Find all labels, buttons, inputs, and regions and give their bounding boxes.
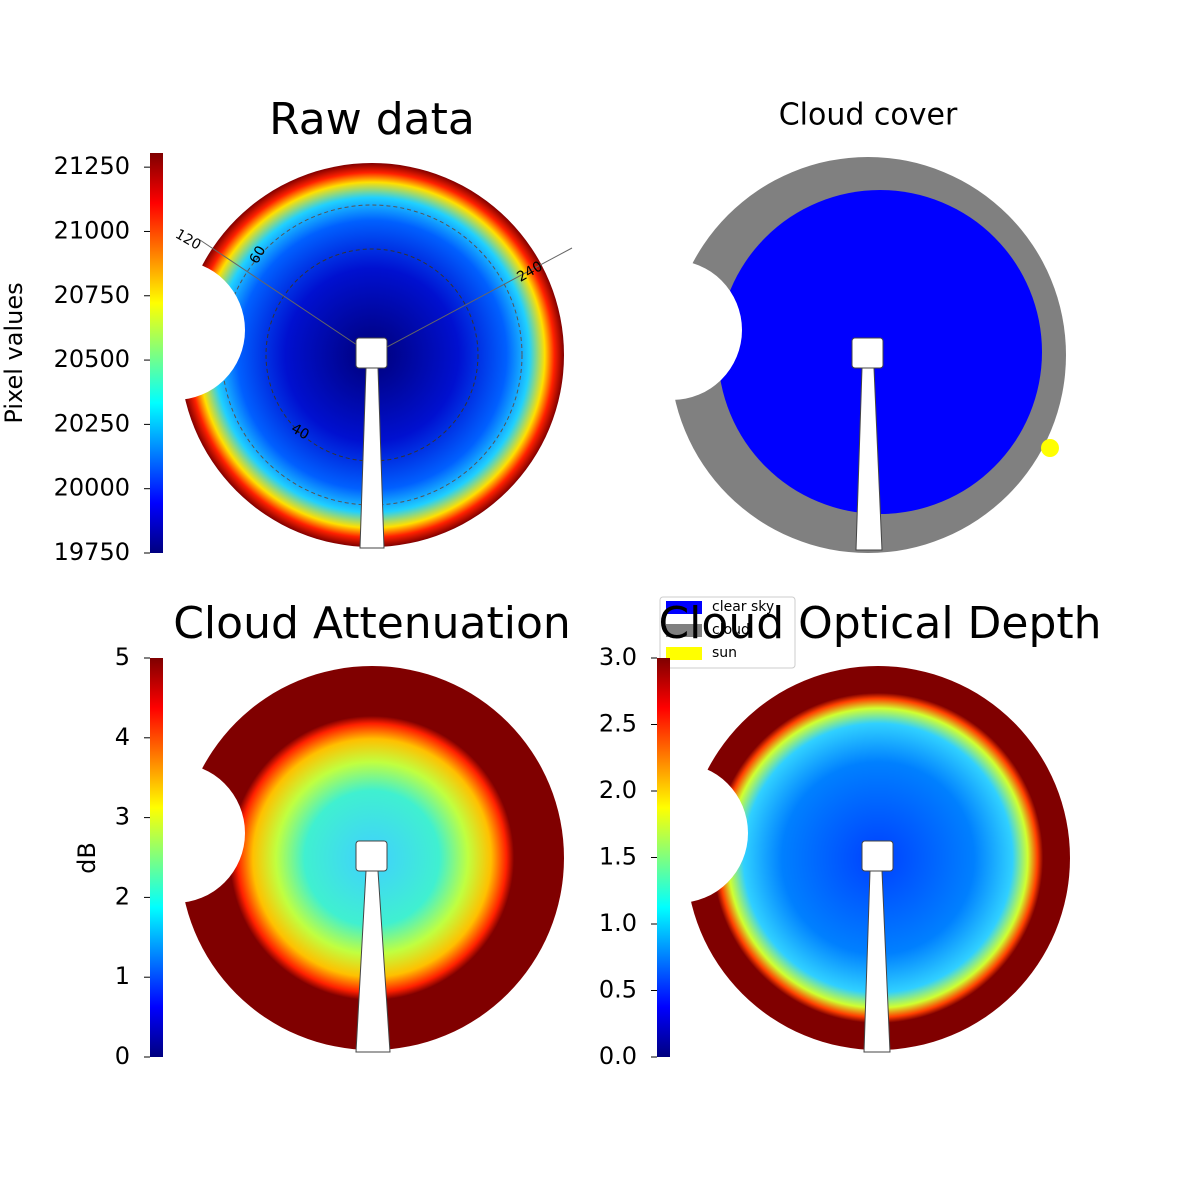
colorbar — [657, 658, 670, 1057]
tick-label: 3 — [115, 803, 130, 831]
tick-label: 2.0 — [599, 776, 637, 804]
pole — [359, 367, 385, 549]
pole — [863, 870, 891, 1053]
images — [105, 157, 1070, 1053]
tick-label: 21250 — [54, 152, 130, 180]
tick-label: 3.0 — [599, 643, 637, 671]
pole — [355, 870, 391, 1053]
mask — [105, 763, 245, 903]
pole — [851, 337, 884, 369]
panel-title: Cloud Optical Depth — [658, 598, 1101, 649]
tick-label: 0 — [115, 1042, 130, 1070]
legend-label: cloud — [712, 622, 750, 638]
tick-label: 5 — [115, 643, 130, 671]
polar-label: 120 — [172, 226, 203, 253]
pole — [861, 840, 894, 872]
tick-label: 20750 — [54, 281, 130, 309]
tick-label: 4 — [115, 723, 130, 751]
legend-swatch — [666, 601, 702, 614]
polar-spoke — [199, 239, 373, 356]
tick-label: 1.5 — [599, 843, 637, 871]
mask — [602, 260, 742, 400]
tick-label: 20000 — [54, 474, 130, 502]
pole — [855, 367, 883, 551]
tick-label: 0.5 — [599, 976, 637, 1004]
sun-mark — [1041, 439, 1059, 457]
tick-label: 20500 — [54, 345, 130, 373]
colorbar-label: Pixel values — [0, 282, 28, 423]
tick-label: 2.5 — [599, 710, 637, 738]
legend-label: clear sky — [712, 599, 774, 615]
polar-label: 40 — [288, 421, 311, 444]
pole — [355, 840, 388, 872]
polar-label: 60 — [247, 243, 270, 266]
tick-label: 0.0 — [599, 1042, 637, 1070]
tick-label: 19750 — [54, 538, 130, 566]
pole — [355, 337, 388, 369]
panel-title: Cloud cover — [779, 98, 958, 133]
mask — [105, 260, 245, 400]
tick-label: 21000 — [54, 216, 130, 244]
tick-label: 20250 — [54, 409, 130, 437]
colorbar — [150, 658, 163, 1057]
polar-grid — [265, 248, 479, 462]
legend-label: sun — [712, 645, 737, 661]
polar-spoke — [371, 247, 573, 356]
tick-label: 2 — [115, 882, 130, 910]
panel-title: Raw data — [269, 94, 475, 145]
colorbar — [150, 153, 163, 553]
panel-title: Cloud Attenuation — [173, 598, 571, 649]
mask — [608, 763, 748, 903]
colorbar-label: dB — [73, 842, 101, 874]
legend-swatch — [666, 624, 702, 637]
tick-label: 1 — [115, 962, 130, 990]
legend-swatch — [666, 647, 702, 660]
tick-label: 1.0 — [599, 909, 637, 937]
